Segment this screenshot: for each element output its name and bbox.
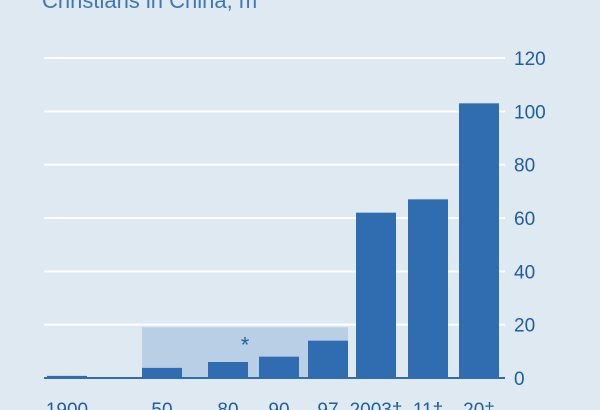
x-tick-label: 90 [268,400,289,410]
x-tick-label: 1900 [46,400,88,410]
y-tick-label: 0 [514,369,525,390]
x-tick-label: 20‡ [463,400,495,410]
x-tick-label: 11† [413,400,443,410]
bar [356,212,396,378]
bar [259,356,299,378]
bar [208,362,248,378]
x-tick-label: 80 [217,400,238,410]
bar [308,340,348,378]
x-tick-label: 50 [151,400,172,410]
bar [47,375,87,378]
x-tick-label: 2003† [350,400,403,410]
y-tick-label: 100 [514,102,546,123]
y-tick-label: 60 [514,209,535,230]
annotation-star: * [241,332,250,357]
bar [459,103,499,378]
bar [142,367,182,378]
x-tick-label: 97 [317,400,338,410]
y-tick-label: 20 [514,316,535,337]
chart-title: Christians in China, m [42,0,258,13]
bar [408,199,448,378]
y-tick-label: 40 [514,262,535,283]
y-tick-label: 80 [514,156,535,177]
y-tick-label: 120 [514,49,546,70]
